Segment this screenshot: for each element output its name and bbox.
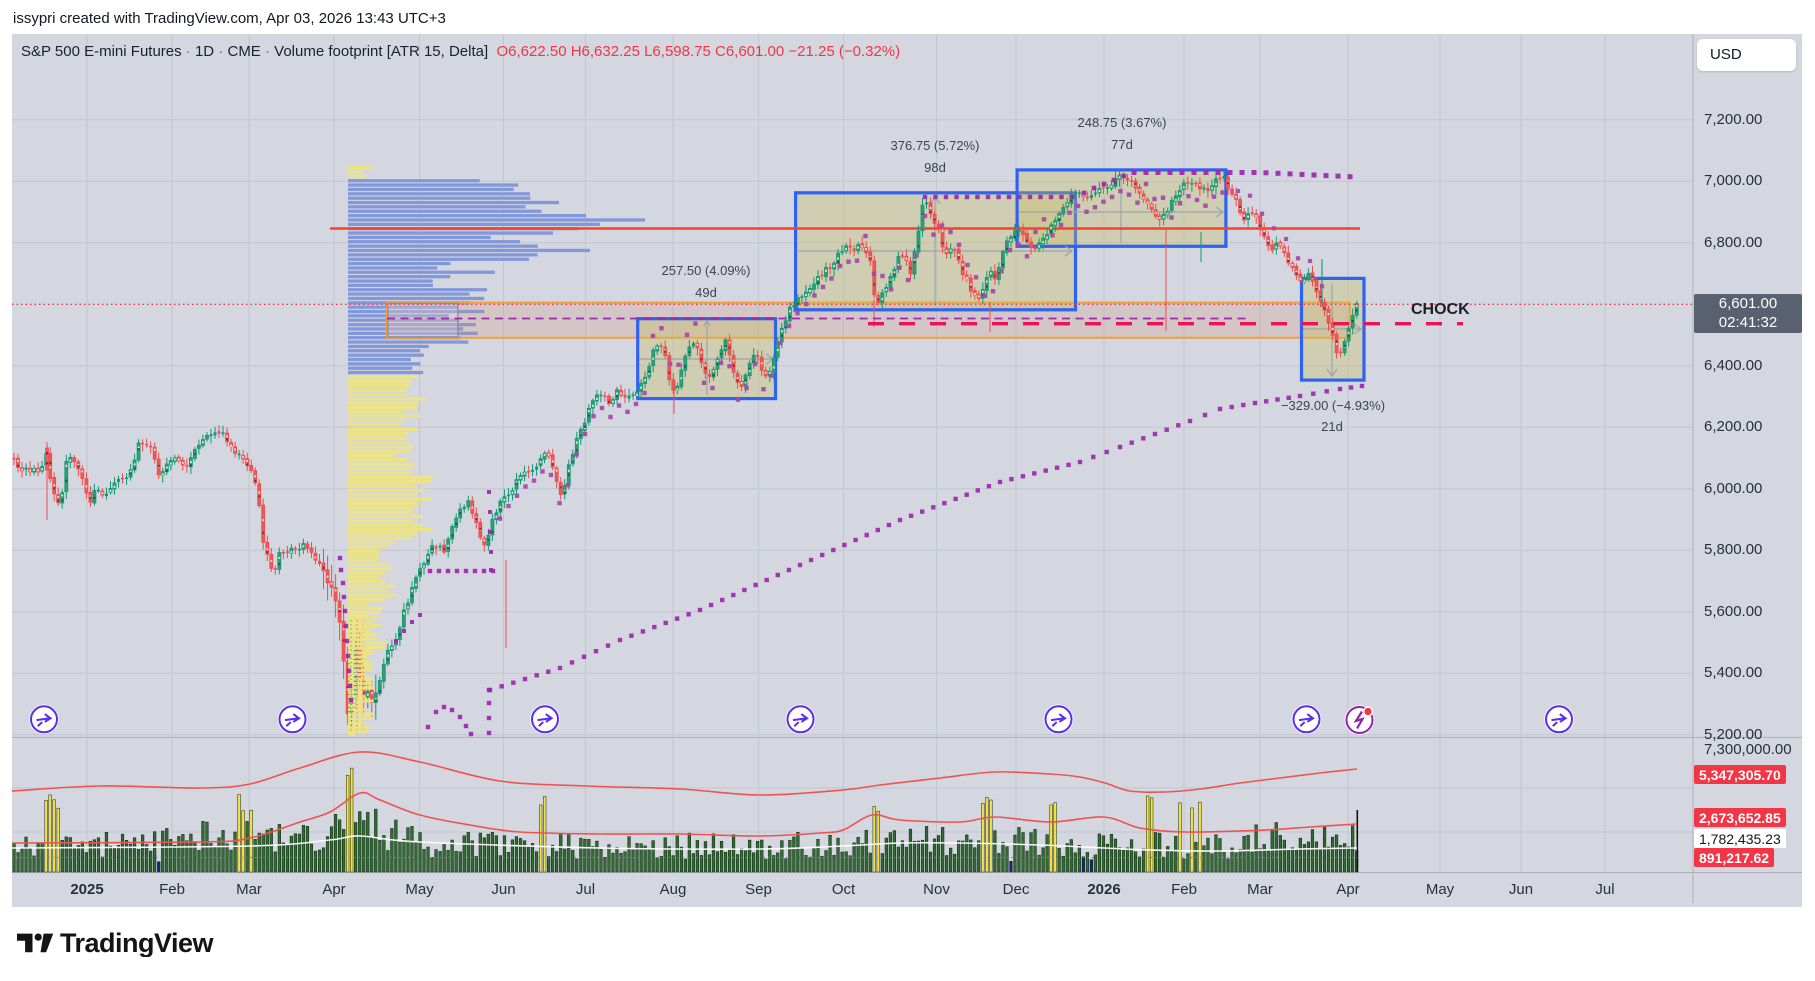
- svg-text:TradingView: TradingView: [60, 931, 215, 957]
